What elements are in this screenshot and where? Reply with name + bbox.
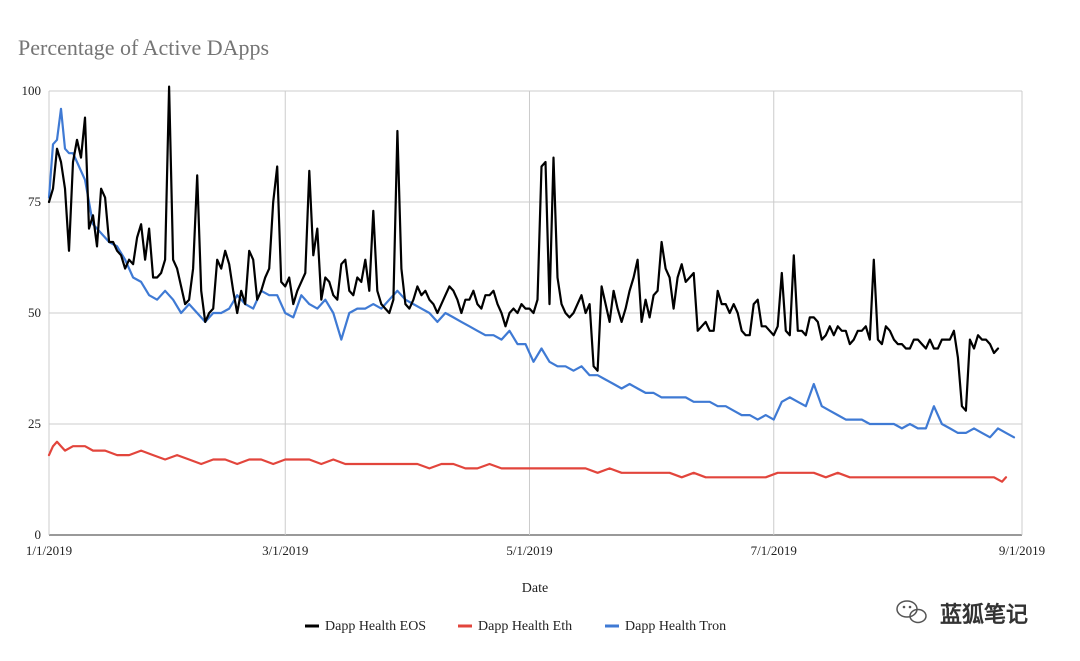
x-tick-label: 7/1/2019 (751, 543, 797, 558)
legend-item: Dapp Health Tron (605, 619, 726, 634)
y-tick-label: 0 (35, 527, 42, 542)
x-tick-label: 5/1/2019 (506, 543, 552, 558)
x-axis-title: Date (522, 581, 548, 596)
series-line-dapp-health-eth (47, 440, 1008, 483)
series-lines (47, 85, 1016, 483)
legend: Dapp Health EOS Dapp Health Eth Dapp Healt… (305, 619, 726, 634)
legend-label: Dapp Health Eth (478, 619, 572, 634)
x-tick-label: 1/1/2019 (26, 543, 72, 558)
x-tick-label: 9/1/2019 (999, 543, 1045, 558)
x-tick-label: 3/1/2019 (262, 543, 308, 558)
legend-item: Dapp Health EOS (305, 619, 426, 634)
chart-title: Percentage of Active DApps (18, 35, 269, 60)
grid (48, 90, 1023, 536)
legend-item: Dapp Health Eth (458, 619, 572, 634)
tick-labels: 0 25 50 75 100 1/1/2019 3/1/2019 5/1/2019 7/1/20… (22, 83, 1046, 558)
series-line-dapp-health-tron (47, 107, 1016, 439)
wechat-icon (896, 600, 927, 624)
watermark: 蓝狐笔记 (896, 600, 1028, 628)
watermark-text: 蓝狐笔记 (940, 602, 1028, 628)
y-tick-label: 25 (28, 416, 41, 431)
y-tick-label: 50 (28, 305, 41, 320)
legend-label: Dapp Health EOS (325, 619, 426, 634)
y-tick-label: 100 (22, 83, 42, 98)
y-tick-label: 75 (28, 194, 41, 209)
legend-label: Dapp Health Tron (625, 619, 726, 634)
series-line-dapp-health-eos (47, 85, 1000, 412)
